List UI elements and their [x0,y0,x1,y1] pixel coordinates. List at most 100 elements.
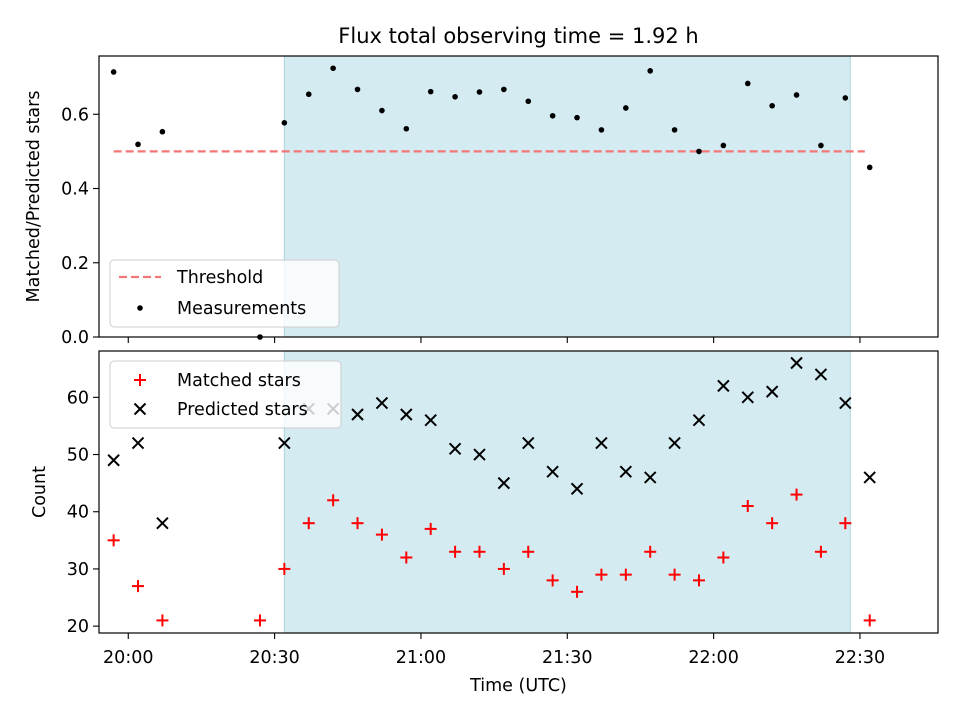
y-tick-label: 60 [67,388,89,408]
y-tick-label: 40 [67,503,89,523]
matched-star-point [644,545,657,558]
count-x-axis-label: Time (UTC) [469,676,567,696]
measurement-point [842,95,849,101]
predicted-star-stroke [814,368,828,381]
ratio-x-ticks [127,337,861,343]
measurement-point [110,69,117,75]
observing-window-span [283,350,851,634]
measurement-point [159,128,166,135]
measurement-point [818,142,824,149]
predicted-star-stroke [522,436,535,450]
measurement-point [476,89,483,95]
measurement-point [305,91,312,98]
predicted-star-stroke [400,408,413,421]
predicted-star-stroke [839,396,852,410]
predicted-star-stroke [424,414,437,427]
matched-star-point [668,568,681,581]
measurement-point [135,141,141,148]
count-y-axis-label: Count [30,466,50,518]
y-tick-label: 30 [67,560,89,580]
measurement-point [598,127,605,133]
predicted-star-stroke [473,448,486,461]
y-tick-label: 0.2 [61,254,89,274]
predicted-star-point [765,385,779,398]
measurement-point [403,125,410,132]
ratio-y-axis-label: Matched/Predicted stars [24,91,44,303]
predicted-star-point [522,436,535,450]
predicted-star-point [668,436,681,450]
predicted-legend-label: Predicted stars [177,400,308,420]
count-legend: Matched stars Predicted stars [109,360,342,429]
predicted-star-stroke [107,454,120,467]
predicted-star-point [790,356,803,370]
measurement-point [501,86,507,93]
predicted-star-point [692,414,706,427]
y-tick-label: 20 [67,617,89,637]
ratio-y-axis: 0.0 0.2 0.4 0.6 [61,105,99,348]
measurement-point [647,68,654,74]
matched-star-point [449,545,462,558]
matched-star-point [741,500,754,513]
count-x-axis: 20:00 20:30 21:00 21:30 22:00 22:30 [103,633,885,668]
predicted-star-point [814,368,828,381]
x-tick-label: 22:00 [688,648,738,668]
matched-star-point [497,562,510,575]
predicted-star-stroke [448,442,462,456]
matched-star-point [546,574,559,587]
matched-star-point [863,614,876,627]
matched-star-point [132,580,145,593]
measurement-point [574,114,580,121]
predicted-star-point [131,436,145,450]
predicted-star-point [546,465,559,478]
predicted-star-point [448,442,462,456]
measurements-legend-marker [137,305,143,311]
predicted-star-point [741,391,754,404]
matched-star-point [107,534,120,547]
measurement-point [354,86,361,93]
matched-legend-label: Matched stars [177,371,301,391]
matched-star-point [302,517,315,530]
predicted-star-point [570,482,584,496]
measurement-point [452,94,458,100]
predicted-star-point [400,408,413,421]
matched-star-point [717,551,730,564]
measurements-legend-label: Measurements [177,299,306,319]
matched-star-point [400,551,413,564]
x-tick-label: 21:00 [396,648,446,668]
matched-star-point [253,614,266,627]
predicted-star-point [863,471,876,484]
measurement-point [549,112,556,119]
y-tick-label: 0.0 [61,328,89,348]
predicted-star-stroke [546,465,559,478]
measurement-point [379,107,385,114]
predicted-star-point [278,436,291,450]
count-panel-frame [98,350,939,634]
matched-star-point [814,545,827,558]
measurement-point [696,148,702,155]
predicted-star-stroke [790,356,803,370]
predicted-star-point [839,396,852,410]
x-tick-label: 21:30 [542,648,592,668]
x-tick-label: 20:30 [249,648,299,668]
matched-star-point [522,545,535,558]
predicted-star-stroke [765,385,779,398]
chart-title: Flux total observing time = 1.92 h [338,24,698,48]
predicted-star-point [619,465,633,478]
measurement-point [744,80,751,87]
predicted-star-point [473,448,486,461]
measurement-point [769,102,775,109]
predicted-star-stroke [497,476,511,490]
predicted-star-stroke [570,482,584,496]
matched-star-point [424,522,437,535]
predicted-star-point [375,396,389,410]
predicted-star-stroke [375,396,389,410]
matched-star-point [839,517,852,530]
matched-star-point [571,585,584,598]
measurement-point [330,65,336,72]
predicted-star-stroke [741,391,754,404]
matched-star-point [692,574,705,587]
matched-star-point [375,528,388,541]
predicted-star-point [424,414,437,427]
measurement-point [866,164,873,171]
